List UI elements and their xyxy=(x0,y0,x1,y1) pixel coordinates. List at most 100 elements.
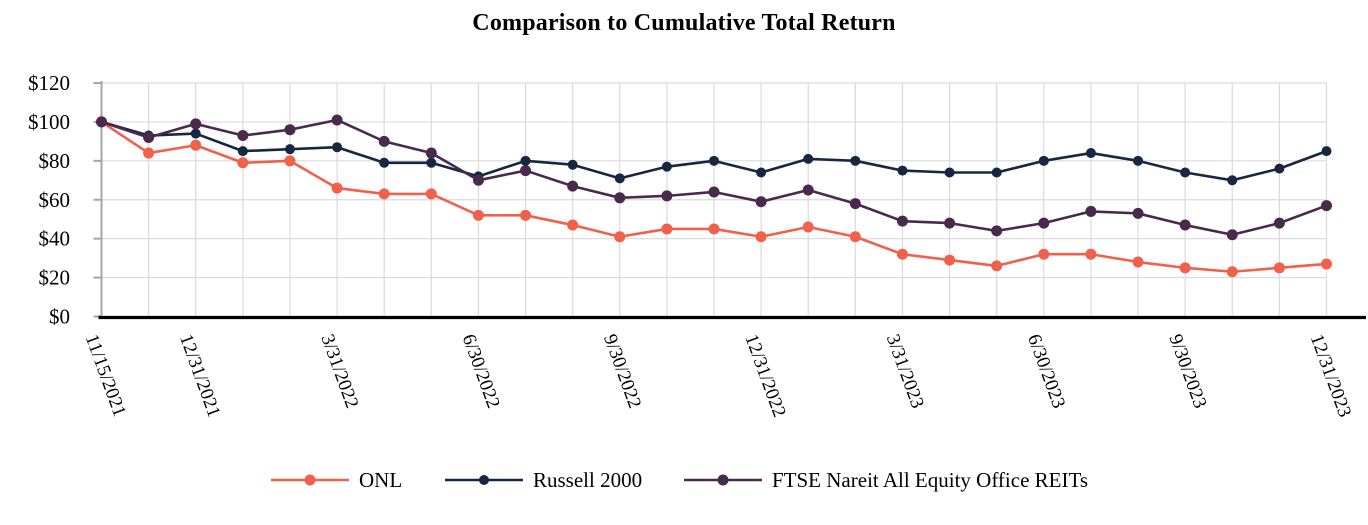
data-point xyxy=(1038,155,1049,166)
data-point xyxy=(614,192,626,204)
data-point xyxy=(190,118,202,130)
y-tick-label: $40 xyxy=(39,227,71,251)
x-tick-label: 6/30/2023 xyxy=(1023,332,1069,412)
x-tick-label: 12/31/2023 xyxy=(1306,332,1355,421)
data-point xyxy=(284,155,296,167)
y-tick-label: $0 xyxy=(49,305,70,329)
chart-title: Comparison to Cumulative Total Return xyxy=(472,10,896,36)
data-point xyxy=(567,180,579,192)
data-point xyxy=(849,198,861,210)
data-point xyxy=(425,188,437,200)
data-point xyxy=(896,215,908,227)
legend-label: Russell 2000 xyxy=(533,468,642,492)
data-point xyxy=(614,173,625,184)
legend-label: FTSE Nareit All Equity Office REITs xyxy=(772,468,1088,492)
data-point xyxy=(1132,207,1144,219)
data-point xyxy=(1321,146,1332,157)
legend-marker xyxy=(717,474,729,486)
data-point xyxy=(426,157,437,168)
data-point xyxy=(1179,262,1191,274)
data-point xyxy=(425,147,437,159)
data-point xyxy=(520,209,532,221)
data-point xyxy=(1274,163,1285,174)
data-point xyxy=(991,225,1003,237)
y-tick-label: $20 xyxy=(39,266,71,290)
data-point xyxy=(331,182,343,194)
data-point xyxy=(1085,205,1097,217)
legend-marker xyxy=(479,475,489,485)
data-point xyxy=(991,260,1003,272)
data-point xyxy=(991,167,1002,178)
data-point xyxy=(520,155,531,166)
y-tick-label: $80 xyxy=(39,149,71,173)
data-point xyxy=(472,209,484,221)
data-point xyxy=(1226,229,1238,241)
data-point xyxy=(332,142,343,153)
data-point xyxy=(331,114,343,126)
data-point xyxy=(756,167,767,178)
data-point xyxy=(1180,167,1191,178)
data-point xyxy=(284,144,295,155)
data-point xyxy=(850,155,861,166)
data-point xyxy=(378,135,390,147)
data-point xyxy=(896,248,908,260)
x-tick-label: 11/15/2021 xyxy=(81,332,130,420)
x-tick-label: 9/30/2023 xyxy=(1164,332,1210,412)
x-tick-label: 9/30/2022 xyxy=(599,332,645,412)
data-point xyxy=(1227,175,1238,186)
data-point xyxy=(1085,248,1097,260)
data-point xyxy=(803,153,814,164)
data-point xyxy=(1133,155,1144,166)
data-point xyxy=(96,116,107,128)
y-tick-label: $120 xyxy=(28,71,70,95)
legend-marker xyxy=(304,474,316,486)
data-point xyxy=(1226,266,1238,278)
data-point xyxy=(378,188,390,200)
data-point xyxy=(237,130,249,142)
data-point xyxy=(1038,248,1050,260)
data-point xyxy=(237,146,248,157)
data-point xyxy=(190,128,201,139)
data-point xyxy=(944,254,956,266)
data-point xyxy=(567,159,578,170)
data-point xyxy=(1038,217,1050,229)
x-tick-label: 3/31/2023 xyxy=(882,332,928,412)
data-point xyxy=(237,157,249,169)
data-point xyxy=(284,124,296,136)
data-point xyxy=(661,161,672,172)
data-point xyxy=(802,221,814,233)
data-point xyxy=(1179,219,1191,231)
data-point xyxy=(379,157,390,168)
data-point xyxy=(755,196,767,208)
data-point xyxy=(190,139,202,151)
data-point xyxy=(1132,256,1144,268)
data-point xyxy=(897,165,908,176)
data-point xyxy=(661,190,673,202)
data-point xyxy=(1321,200,1332,212)
data-point xyxy=(661,223,673,235)
x-tick-label: 12/31/2022 xyxy=(740,332,789,421)
y-tick-label: $100 xyxy=(28,110,70,134)
data-point xyxy=(944,217,956,229)
data-point xyxy=(567,219,579,231)
data-point xyxy=(520,165,532,177)
y-tick-label: $60 xyxy=(39,188,71,212)
data-point xyxy=(802,184,814,196)
data-point xyxy=(755,231,767,243)
x-tick-label: 12/31/2021 xyxy=(175,332,224,421)
data-point xyxy=(614,231,626,243)
data-point xyxy=(708,223,720,235)
data-point xyxy=(1273,217,1285,229)
data-point xyxy=(708,186,720,198)
data-point xyxy=(1321,258,1332,270)
data-point xyxy=(1273,262,1285,274)
data-point xyxy=(849,231,861,243)
data-point xyxy=(143,131,155,143)
legend-label: ONL xyxy=(359,468,402,492)
data-point xyxy=(944,167,955,178)
data-point xyxy=(143,147,155,159)
data-point xyxy=(472,174,484,186)
x-tick-label: 3/31/2022 xyxy=(316,332,362,412)
